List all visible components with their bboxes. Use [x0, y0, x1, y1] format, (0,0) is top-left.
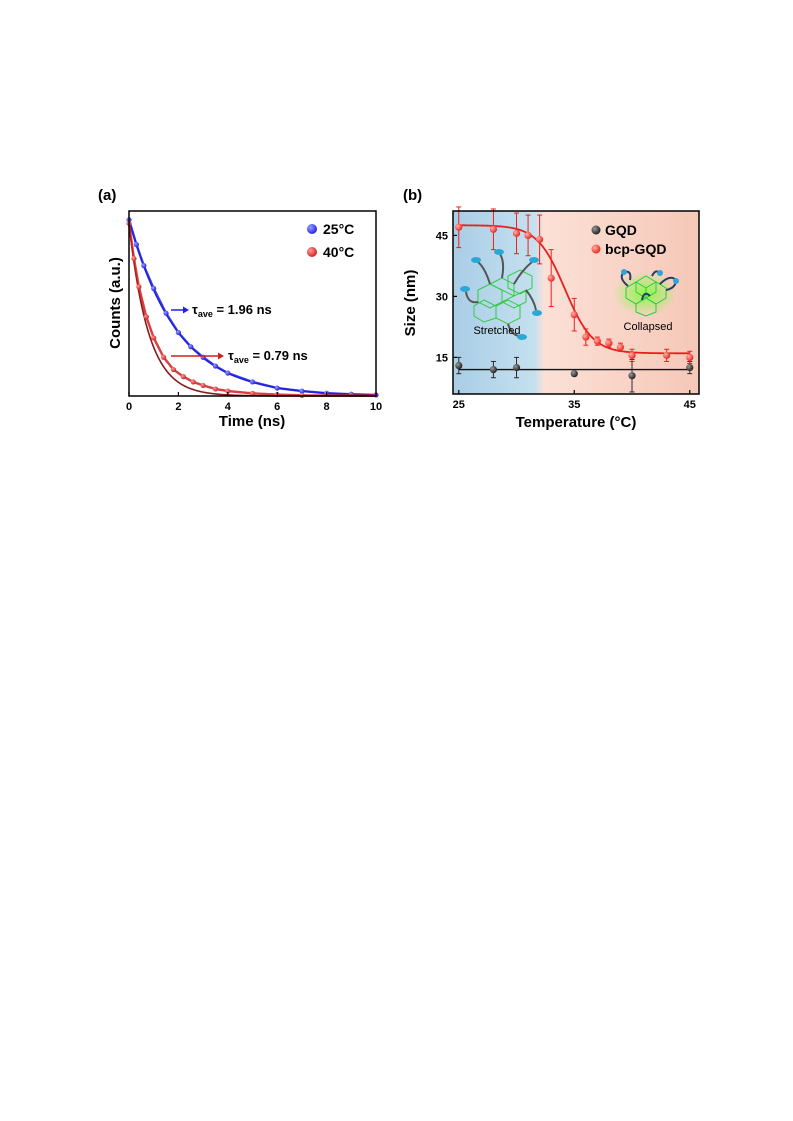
panel-a-legend: 25°C 40°C [307, 221, 354, 260]
data-point-bcp-gqd [663, 351, 671, 359]
data-point-bcp-gqd [547, 274, 555, 282]
panel-a-y-axis-title: Counts (a.u.) [107, 257, 124, 349]
x-tick-label: 35 [568, 399, 580, 411]
data-point-bcp-gqd [570, 311, 578, 319]
data-point-gqd [628, 372, 636, 380]
data-point-gqd [512, 363, 521, 372]
data-point-40c [151, 335, 157, 341]
data-point-25c [212, 363, 219, 369]
data-point-bcp-gqd [512, 229, 521, 237]
data-point-40c [180, 374, 186, 380]
data-point-25c [299, 388, 305, 394]
data-point-25c [225, 370, 231, 376]
annotation-tau-40c: τave = 0.79 ns [171, 348, 308, 365]
annotation-arrowhead-25c [183, 306, 189, 314]
data-point-bcp-gqd [605, 339, 613, 347]
y-tick-label: 15 [436, 352, 448, 364]
panel-b: (b) [402, 187, 700, 431]
legend-marker-gqd [591, 225, 601, 235]
data-point-40c [200, 382, 206, 389]
panel-b-y-axis-title: Size (nm) [402, 270, 419, 337]
data-point-bcp-gqd [628, 351, 636, 359]
data-point-25c [163, 310, 169, 316]
annotation-text-25c: τave = 1.96 ns [192, 302, 272, 319]
legend-marker-bcp-gqd [591, 244, 601, 254]
stretched-cartoon: Stretched [460, 249, 542, 340]
panel-a-label: (a) [98, 187, 116, 204]
panel-b-label: (b) [403, 187, 422, 204]
data-point-gqd [686, 363, 694, 372]
data-point-25c [141, 263, 147, 269]
data-point-gqd [570, 370, 578, 378]
legend-label-25c: 25°C [323, 221, 354, 237]
x-tick-label: 6 [274, 401, 280, 413]
data-point-40c [143, 314, 149, 320]
data-point-25c [133, 241, 140, 248]
x-tick-label: 45 [684, 399, 696, 411]
panel-a-x-ticks: 0 2 4 6 8 10 [126, 392, 382, 413]
data-point-25c [151, 285, 157, 292]
data-point-gqd [489, 366, 498, 374]
data-point-25c [249, 379, 256, 385]
data-point-bcp-gqd [489, 225, 498, 233]
data-point-bcp-gqd [616, 343, 625, 351]
data-point-40c [160, 354, 167, 360]
data-point-40c [136, 284, 142, 290]
annotation-text-40c: τave = 0.79 ns [228, 348, 308, 365]
data-point-bcp-gqd [593, 337, 601, 345]
data-point-40c [131, 255, 137, 262]
x-tick-label: 0 [126, 401, 132, 413]
panel-b-y-ticks: 15 30 45 [436, 230, 457, 364]
data-point-bcp-gqd [582, 333, 590, 341]
data-point-40c [249, 390, 256, 396]
x-tick-label: 4 [225, 401, 232, 413]
annotation-arrowhead-40c [218, 352, 224, 360]
legend-label-40c: 40°C [323, 244, 354, 260]
data-point-40c [225, 388, 231, 394]
panel-b-frame [452, 210, 700, 395]
cartoon-label-stretched: Stretched [473, 325, 520, 337]
data-point-40c [170, 366, 177, 373]
x-tick-label: 10 [370, 401, 382, 413]
x-tick-label: 2 [175, 401, 181, 413]
y-tick-label: 30 [436, 291, 448, 303]
legend-marker-40c [307, 247, 317, 257]
x-tick-label: 8 [324, 401, 330, 413]
data-point-40c [212, 386, 219, 392]
collapsed-cartoon: Collapsed [613, 269, 679, 333]
data-point-25c [188, 344, 194, 350]
legend-label-bcp-gqd: bcp-GQD [605, 241, 666, 257]
annotation-tau-25c: τave = 1.96 ns [171, 302, 272, 319]
y-tick-label: 45 [436, 230, 448, 242]
panel-a: (a) 0 2 4 6 8 10 Time (ns) Counts (a.u.) 25°C… [98, 187, 382, 430]
panel-b-plot-area [455, 206, 694, 393]
legend-label-gqd: GQD [605, 222, 637, 238]
data-point-25c [175, 329, 181, 336]
data-point-gqd [455, 361, 463, 370]
cartoon-label-collapsed: Collapsed [624, 321, 673, 333]
panel-a-x-axis-title: Time (ns) [219, 413, 285, 430]
data-point-25c [274, 385, 280, 391]
data-point-bcp-gqd [536, 235, 544, 244]
x-tick-label: 25 [453, 399, 465, 411]
panel-a-frame [128, 210, 377, 397]
data-point-bcp-gqd [686, 353, 694, 361]
panel-b-legend: GQD bcp-GQD [591, 222, 666, 257]
data-point-bcp-gqd [455, 223, 463, 231]
panel-b-x-axis-title: Temperature (°C) [516, 414, 637, 431]
legend-marker-25c [307, 224, 317, 234]
panel-b-x-ticks: 25 35 45 [453, 390, 696, 411]
data-point-40c [190, 379, 196, 385]
data-point-bcp-gqd [524, 231, 532, 239]
